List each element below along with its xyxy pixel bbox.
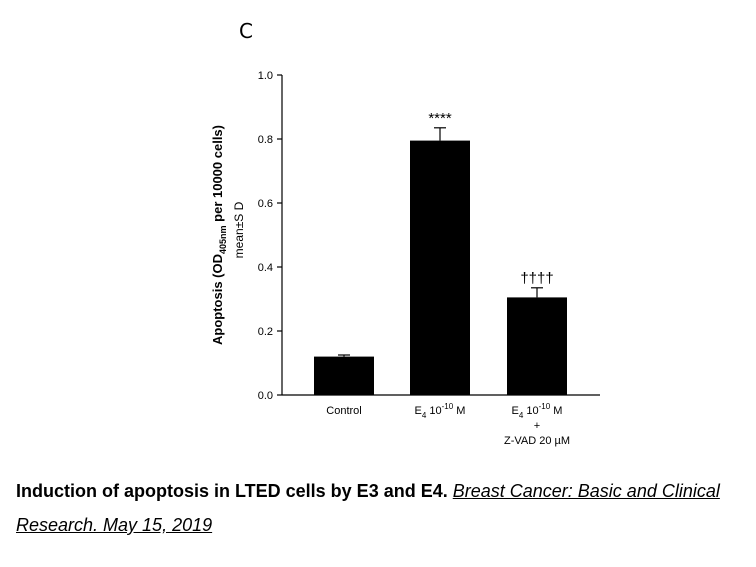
y-tick-label: 1.0 [258,70,273,82]
y-tick-label: 0.2 [258,326,273,338]
category-label-main: E [512,405,519,417]
x-tick-label: E4 10-10 M [415,402,466,420]
significance-annotation: **** [428,110,452,127]
y-tick-label: 0.4 [258,262,273,274]
x-tick-label: E4 10-10 M [512,402,563,420]
category-label-main: E [415,405,422,417]
figure-caption: Induction of apoptosis in LTED cells by … [16,474,751,542]
x-tick-label-line2: + [534,420,540,432]
category-label-subscript: 4 [519,411,524,420]
panel-label: C [239,19,253,43]
category-label-unit: M [453,405,465,417]
y-tick-label: 0.6 [258,198,273,210]
y-axis-label-subscript: 405nm [218,225,228,254]
bar-chart: C 0.00.20.40.60.81.0 Control E4 10-10 M E4… [210,19,600,447]
category-label-superscript: -10 [539,402,551,411]
category-label-mid: 10 [523,405,538,417]
bar [314,356,374,395]
y-axis: 0.0 0.2 0.4 0.6 0.8 1.0 [258,70,283,402]
x-tick-label: Control [326,405,361,417]
category-label-unit: M [550,405,562,417]
y-axis-label-group: Apoptosis (OD405nm per 10000 cells) mean±… [210,125,246,345]
y-axis-label-secondary: mean±S D [232,201,246,258]
caption-title: Induction of apoptosis in LTED cells by … [16,481,448,501]
x-axis: Control E4 10-10 M E4 10-10 M+Z-VAD 20 µM [282,394,600,447]
bar [410,140,470,395]
y-tick-label: 0.8 [258,134,273,146]
category-label-mid: 10 [426,405,441,417]
category-label-superscript: -10 [442,402,454,411]
category-label-subscript: 4 [422,411,427,420]
y-axis-label-tail: per 10000 cells) [210,125,225,225]
bar [507,297,567,395]
bars: **** †††† [314,110,567,395]
y-axis-label: Apoptosis (OD405nm per 10000 cells) [210,125,228,345]
caption-source-link[interactable]: Breast Cancer: Basic and Clinical Resear… [16,481,720,535]
x-tick-label-line3: Z-VAD 20 µM [504,435,570,447]
y-tick-label: 0.0 [258,390,273,402]
category-label-main: Control [326,405,361,417]
y-axis-label-main: Apoptosis (OD [210,254,225,345]
significance-annotation: †††† [520,270,553,287]
